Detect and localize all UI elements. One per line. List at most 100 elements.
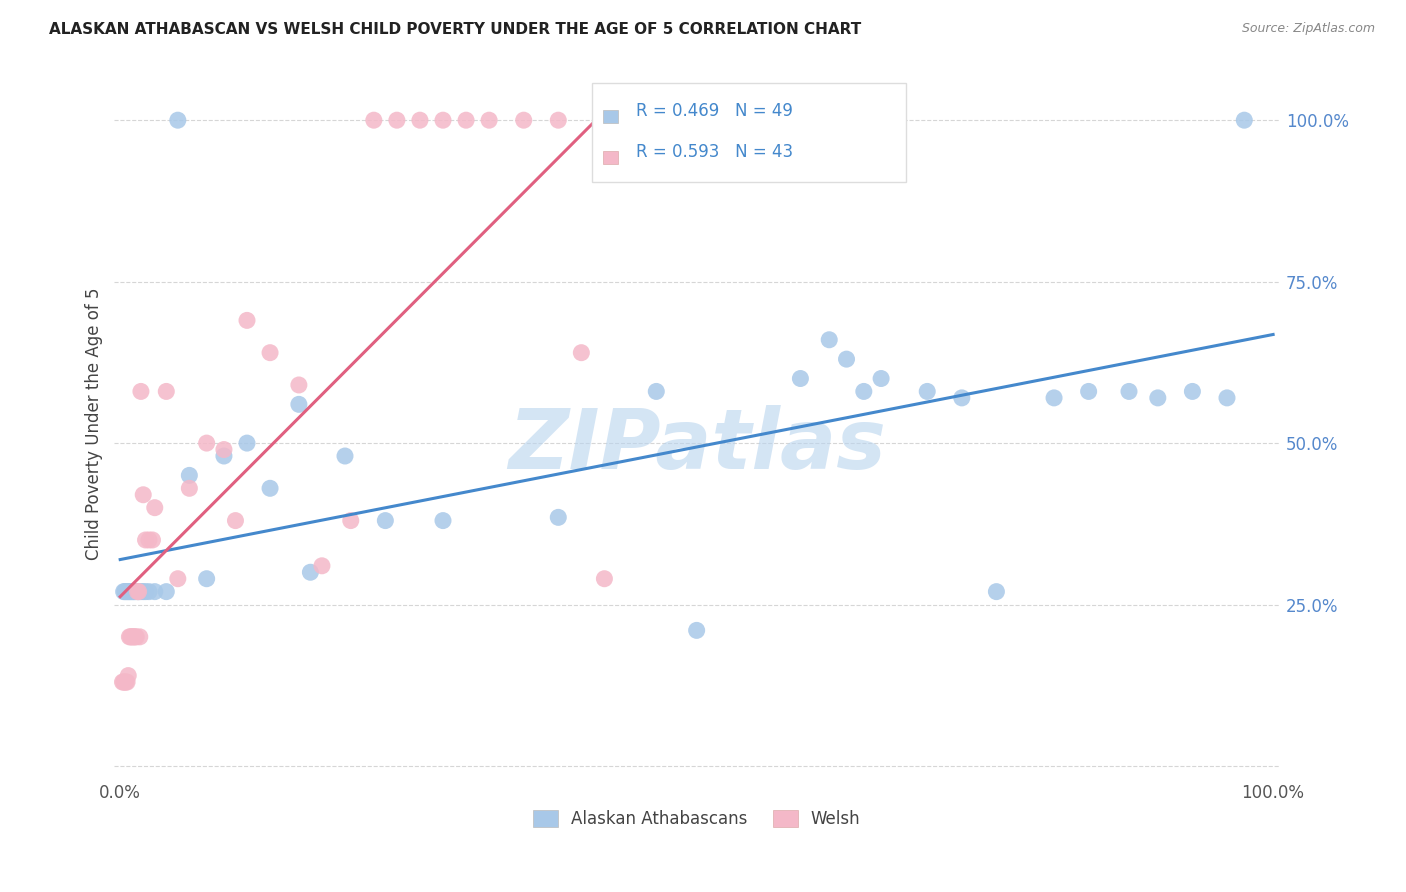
Point <box>299 566 322 580</box>
Point <box>789 371 811 385</box>
Text: R = 0.593   N = 43: R = 0.593 N = 43 <box>636 143 793 161</box>
Point <box>915 384 938 399</box>
Point <box>127 584 149 599</box>
Text: R = 0.469   N = 49: R = 0.469 N = 49 <box>636 103 793 120</box>
Point <box>212 449 235 463</box>
Point <box>117 584 139 599</box>
Point <box>166 113 188 128</box>
Point <box>339 514 361 528</box>
Point <box>132 488 155 502</box>
FancyBboxPatch shape <box>592 83 907 182</box>
Point <box>138 584 160 599</box>
Point <box>950 391 973 405</box>
Point <box>124 584 146 599</box>
Point <box>1181 384 1204 399</box>
Point <box>115 584 138 599</box>
Bar <box>603 151 619 164</box>
Point <box>236 313 259 327</box>
Point <box>1216 391 1239 405</box>
Point <box>122 630 145 644</box>
Point <box>645 384 668 399</box>
Point <box>129 584 152 599</box>
Point <box>593 572 616 586</box>
Point <box>143 500 166 515</box>
Point <box>409 113 432 128</box>
Point <box>128 584 150 599</box>
Point <box>132 584 155 599</box>
Point <box>118 630 141 644</box>
Point <box>117 668 139 682</box>
Point <box>155 584 177 599</box>
Point <box>870 371 893 385</box>
Point <box>129 384 152 399</box>
Point <box>121 630 143 644</box>
Point <box>135 533 157 547</box>
Point <box>115 675 138 690</box>
Point <box>374 514 396 528</box>
Point <box>852 384 875 399</box>
Point <box>212 442 235 457</box>
Point <box>114 675 136 690</box>
Point <box>179 481 201 495</box>
Point <box>236 436 259 450</box>
Legend: Alaskan Athabascans, Welsh: Alaskan Athabascans, Welsh <box>526 803 868 835</box>
Point <box>124 630 146 644</box>
Point <box>121 630 143 644</box>
Point <box>1118 384 1140 399</box>
Point <box>288 397 311 411</box>
Point <box>120 584 142 599</box>
Point <box>120 630 142 644</box>
Point <box>138 533 160 547</box>
Point <box>115 584 138 599</box>
Point <box>259 481 281 495</box>
Text: Source: ZipAtlas.com: Source: ZipAtlas.com <box>1241 22 1375 36</box>
Point <box>128 630 150 644</box>
Point <box>166 572 188 586</box>
Point <box>111 675 134 690</box>
Text: ALASKAN ATHABASCAN VS WELSH CHILD POVERTY UNDER THE AGE OF 5 CORRELATION CHART: ALASKAN ATHABASCAN VS WELSH CHILD POVERT… <box>49 22 862 37</box>
Point <box>112 675 135 690</box>
Point <box>685 624 707 638</box>
Point <box>135 584 157 599</box>
Point <box>986 584 1008 599</box>
Point <box>818 333 841 347</box>
Point <box>259 345 281 359</box>
Point <box>1146 391 1168 405</box>
Point <box>478 113 501 128</box>
Point <box>125 630 148 644</box>
Point <box>155 384 177 399</box>
Point <box>363 113 385 128</box>
Point <box>432 113 454 128</box>
Point <box>115 675 138 690</box>
Point <box>122 584 145 599</box>
Bar <box>603 111 619 123</box>
Point <box>128 584 150 599</box>
Point <box>224 514 246 528</box>
Point <box>512 113 534 128</box>
Point <box>569 345 592 359</box>
Point <box>1077 384 1099 399</box>
Point <box>195 436 218 450</box>
Point <box>547 510 569 524</box>
Point <box>143 584 166 599</box>
Point <box>333 449 356 463</box>
Point <box>288 378 311 392</box>
Point <box>114 584 136 599</box>
Point <box>311 558 333 573</box>
Point <box>179 468 201 483</box>
Point <box>385 113 408 128</box>
Text: ZIPatlas: ZIPatlas <box>508 405 886 485</box>
Point <box>547 113 569 128</box>
Point <box>121 584 143 599</box>
Point <box>195 572 218 586</box>
Point <box>1043 391 1066 405</box>
Point <box>454 113 477 128</box>
Y-axis label: Child Poverty Under the Age of 5: Child Poverty Under the Age of 5 <box>86 287 103 560</box>
Point <box>127 584 149 599</box>
Point <box>141 533 163 547</box>
Point <box>112 584 135 599</box>
Point <box>1233 113 1256 128</box>
Point <box>432 514 454 528</box>
Point <box>121 584 143 599</box>
Point <box>118 584 141 599</box>
